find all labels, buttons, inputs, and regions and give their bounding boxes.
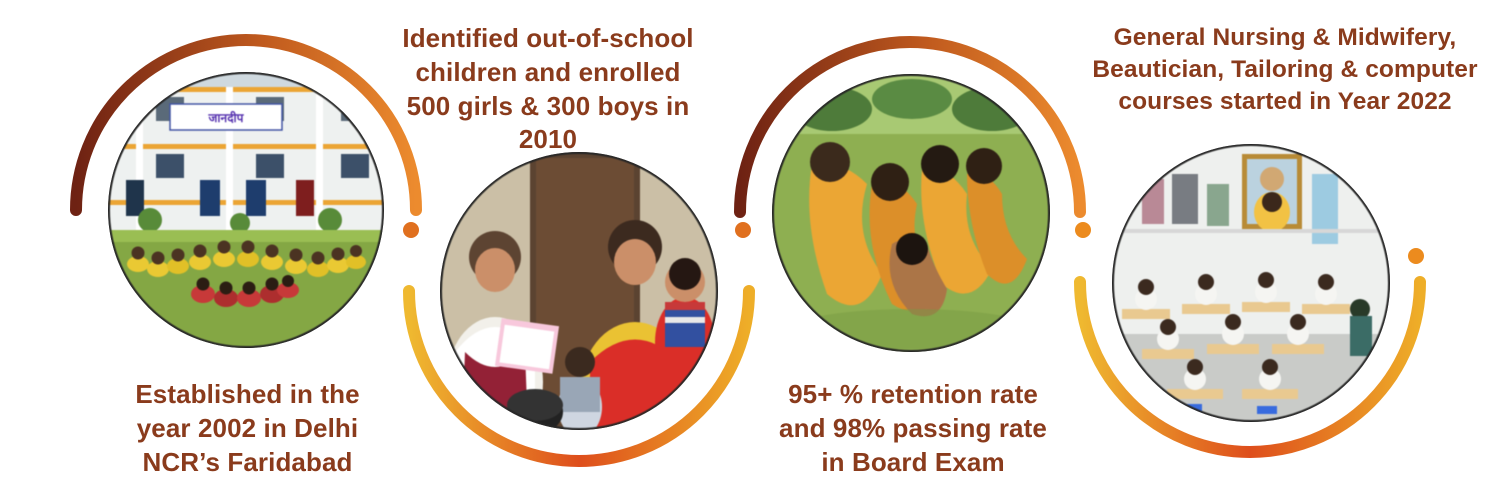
svg-text:जानदीप: जानदीप	[208, 111, 245, 125]
